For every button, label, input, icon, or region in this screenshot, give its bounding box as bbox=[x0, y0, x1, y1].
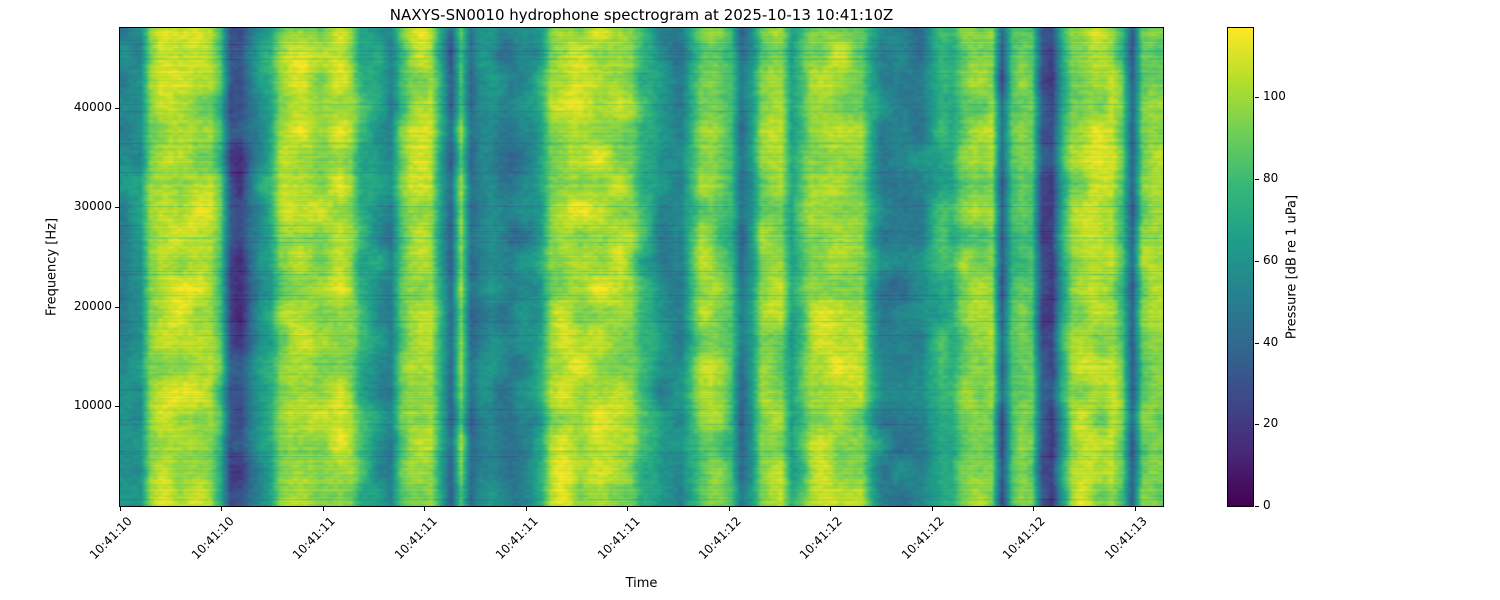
x-tick-label: 10:41:11 bbox=[289, 514, 338, 563]
x-tick-label: 10:41:11 bbox=[492, 514, 541, 563]
colorbar-tick-mark bbox=[1255, 424, 1259, 426]
y-tick-label: 20000 bbox=[73, 298, 112, 313]
x-tick-mark bbox=[627, 507, 629, 511]
y-tick-mark bbox=[115, 107, 119, 109]
y-tick-mark bbox=[115, 207, 119, 209]
plot-area bbox=[119, 27, 1164, 507]
colorbar-tick-mark bbox=[1255, 506, 1259, 507]
y-tick-label: 10000 bbox=[73, 398, 112, 413]
colorbar-tick-mark bbox=[1255, 97, 1259, 99]
colorbar-tick-mark bbox=[1255, 179, 1259, 181]
colorbar-gradient bbox=[1228, 28, 1253, 506]
x-tick-label: 10:41:12 bbox=[695, 514, 744, 563]
colorbar-tick-label: 60 bbox=[1263, 252, 1279, 267]
colorbar bbox=[1227, 27, 1254, 507]
x-tick-label: 10:41:11 bbox=[594, 514, 643, 563]
colorbar-tick-mark bbox=[1255, 260, 1259, 262]
figure-title: NAXYS-SN0010 hydrophone spectrogram at 2… bbox=[389, 6, 894, 24]
x-tick-mark bbox=[221, 507, 223, 511]
colorbar-label: Pressure [dB re 1 uPa] bbox=[1284, 194, 1300, 340]
x-tick-mark bbox=[322, 507, 324, 511]
x-axis-label: Time bbox=[625, 576, 658, 591]
colorbar-tick-label: 0 bbox=[1263, 498, 1271, 512]
y-tick-mark bbox=[115, 306, 119, 308]
y-axis-label: Frequency [Hz] bbox=[44, 217, 60, 317]
colorbar-tick-label: 40 bbox=[1263, 334, 1279, 349]
colorbar-tick-label: 80 bbox=[1263, 171, 1279, 186]
x-tick-mark bbox=[931, 507, 933, 511]
y-tick-label: 30000 bbox=[73, 199, 112, 214]
x-tick-label: 10:41:10 bbox=[188, 514, 237, 563]
x-tick-mark bbox=[120, 507, 121, 511]
x-tick-label: 10:41:13 bbox=[1101, 514, 1150, 563]
x-tick-label: 10:41:11 bbox=[391, 514, 440, 563]
x-tick-label: 10:41:12 bbox=[797, 514, 846, 563]
x-tick-mark bbox=[1134, 507, 1136, 511]
spectrogram-image bbox=[120, 28, 1163, 506]
y-tick-label: 40000 bbox=[73, 99, 112, 114]
colorbar-tick-label: 100 bbox=[1263, 89, 1286, 104]
x-tick-label: 10:41:12 bbox=[898, 514, 947, 563]
x-tick-mark bbox=[525, 507, 527, 511]
x-tick-mark bbox=[830, 507, 832, 511]
y-tick-mark bbox=[115, 406, 119, 408]
x-tick-mark bbox=[424, 507, 426, 511]
x-tick-label: 10:41:12 bbox=[1000, 514, 1049, 563]
colorbar-tick-mark bbox=[1255, 342, 1259, 344]
x-tick-label: 10:41:10 bbox=[86, 514, 135, 563]
x-tick-mark bbox=[728, 507, 730, 511]
colorbar-tick-label: 20 bbox=[1263, 416, 1279, 431]
x-tick-mark bbox=[1033, 507, 1035, 511]
